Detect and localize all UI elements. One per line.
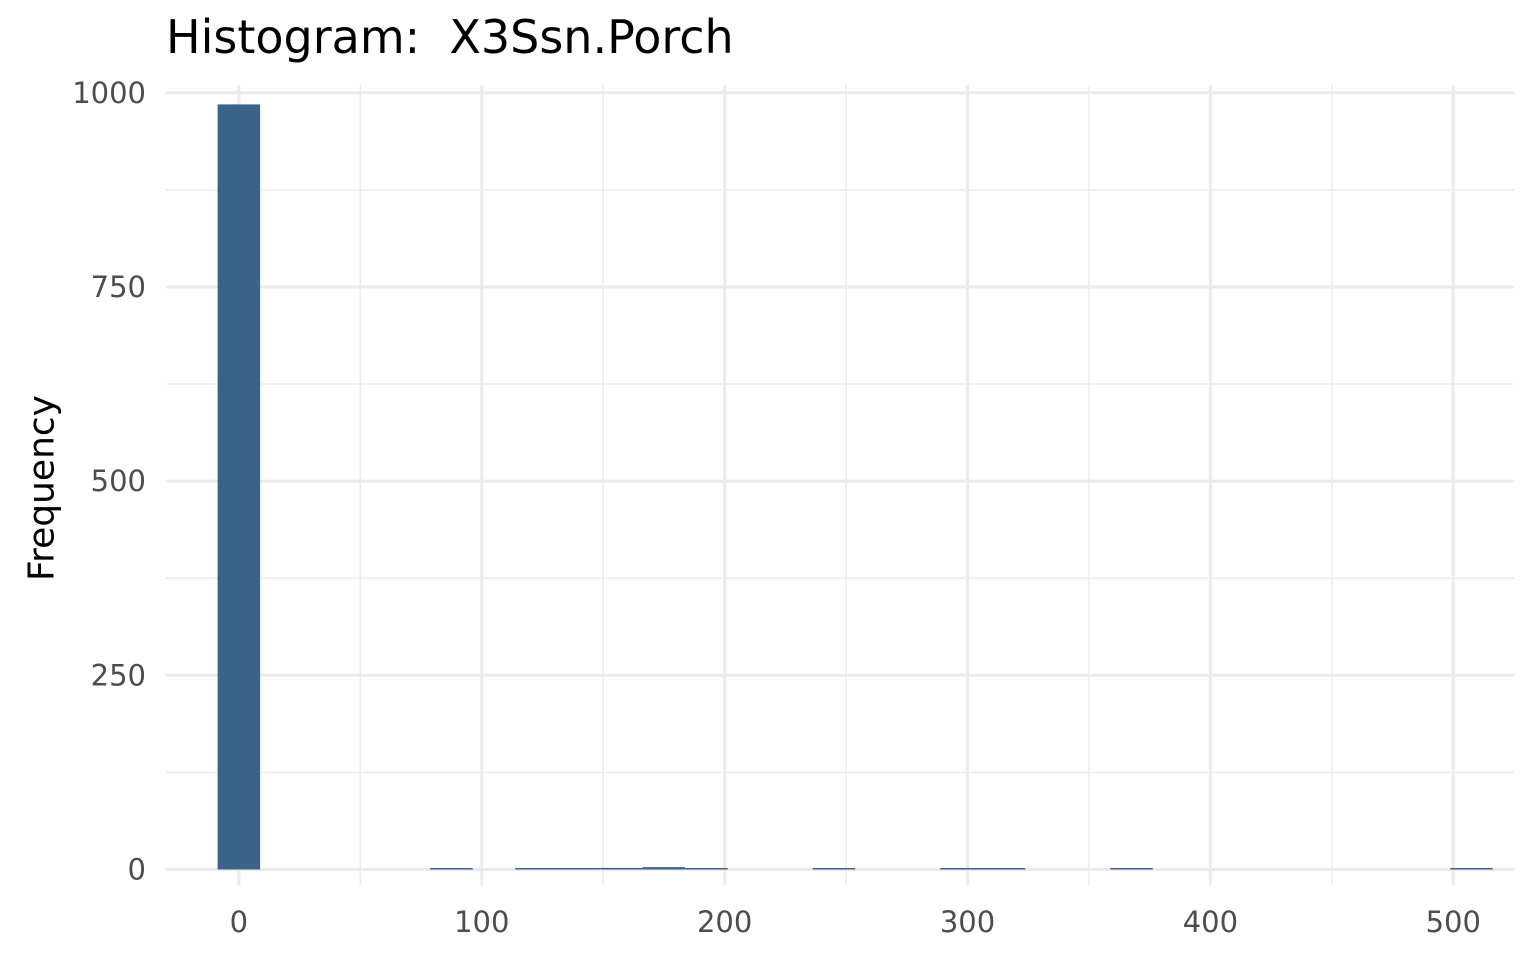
- histogram-bar: [1450, 867, 1493, 870]
- histogram-bar: [982, 867, 1026, 870]
- y-axis-ticks: 0 250 500 750 1000: [72, 76, 146, 887]
- y-tick-label: 0: [128, 852, 146, 886]
- chart-title: Histogram: X3Ssn.Porch: [166, 10, 734, 64]
- x-tick-label: 400: [1183, 905, 1238, 939]
- histogram-bars: [217, 104, 1493, 870]
- histogram-bar: [685, 867, 728, 870]
- x-tick-label: 0: [230, 905, 248, 939]
- histogram-bar: [430, 867, 473, 870]
- histogram-bar: [812, 867, 856, 870]
- y-tick-label: 250: [91, 658, 146, 692]
- grid-lines: [166, 85, 1514, 885]
- y-tick-label: 750: [91, 270, 146, 304]
- histogram-bar: [515, 867, 558, 870]
- x-axis-ticks: 0 100 200 300 400 500: [230, 905, 1481, 939]
- histogram-bar: [1110, 867, 1153, 870]
- histogram-bar: [642, 867, 686, 870]
- x-tick-label: 300: [940, 905, 995, 939]
- histogram-bar: [217, 104, 261, 870]
- y-tick-label: 500: [91, 464, 146, 498]
- x-tick-label: 100: [454, 905, 509, 939]
- y-tick-label: 1000: [72, 76, 146, 110]
- x-tick-label: 200: [697, 905, 752, 939]
- histogram-bar: [940, 867, 983, 870]
- histogram-bar: [557, 867, 601, 870]
- x-tick-label: 500: [1426, 905, 1481, 939]
- histogram-bar: [600, 867, 643, 870]
